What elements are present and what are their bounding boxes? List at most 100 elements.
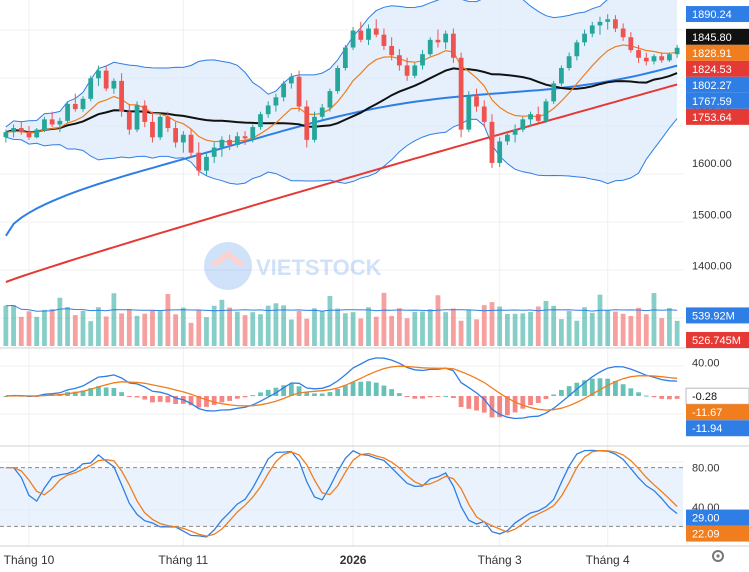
candle-body — [72, 103, 78, 110]
candle — [373, 19, 379, 38]
volume-bar — [18, 316, 24, 346]
candle — [559, 65, 564, 86]
macd-histogram-bar — [381, 385, 387, 396]
candle-body — [242, 136, 248, 139]
macd-histogram-bar — [119, 392, 124, 396]
candle-body — [119, 80, 124, 112]
macd-histogram-bar — [96, 386, 101, 396]
candle-body — [288, 76, 294, 84]
candle — [3, 129, 9, 143]
stochastic-panel — [0, 449, 683, 538]
candle-body — [88, 78, 94, 99]
candle-body — [142, 105, 148, 122]
volume-bar — [466, 309, 472, 346]
volume-bar — [165, 294, 171, 346]
candle — [659, 52, 665, 63]
macd-histogram-bar — [613, 380, 618, 396]
candle — [34, 128, 40, 139]
candle — [103, 65, 109, 92]
macd-histogram-bar — [458, 396, 464, 408]
volume-bar — [620, 313, 626, 346]
macd-signal-line — [5, 365, 678, 411]
volume-bar — [651, 293, 657, 346]
candle-body — [319, 107, 325, 117]
candle-body — [412, 65, 418, 76]
volume-bar — [157, 311, 163, 346]
candle-body — [674, 47, 680, 55]
stochastic-value-badge-bg — [686, 525, 749, 542]
candle — [505, 132, 510, 145]
price-value-badge: 1845.80 — [686, 28, 749, 45]
candle — [512, 124, 518, 143]
candle — [342, 44, 348, 71]
candle-body — [34, 129, 40, 138]
macd-histogram-bar — [288, 383, 294, 396]
candle-body — [335, 68, 341, 92]
volume-bar — [26, 311, 32, 346]
volume-bar — [659, 318, 665, 346]
candle-body — [265, 105, 271, 115]
candle — [296, 70, 302, 112]
macd-histogram-bar — [651, 396, 657, 398]
candle-body — [566, 56, 572, 69]
price-value-badge-text: 1802.27 — [692, 80, 732, 92]
candle — [72, 93, 78, 112]
candle — [273, 93, 279, 112]
macd-histogram-bar — [659, 396, 665, 399]
candle-body — [350, 30, 356, 48]
volume-bar — [49, 308, 55, 346]
candle-body — [628, 37, 634, 51]
volume-bar — [559, 319, 564, 346]
stochastic-value-badge-text: 29.00 — [692, 513, 720, 525]
candle — [566, 52, 572, 71]
volume-bar — [636, 307, 641, 346]
candle — [49, 111, 55, 128]
volume-bar — [481, 305, 487, 346]
price-value-badge-bg — [686, 44, 749, 61]
volume-value-badge-text: 526.745M — [692, 335, 741, 347]
candle-body — [49, 119, 55, 125]
volume-bar — [389, 315, 395, 346]
panel-separators — [0, 347, 749, 547]
macd-value-badge-bg — [686, 404, 749, 421]
watermark-logo-icon — [204, 242, 252, 290]
bollinger-lower-line — [5, 118, 678, 185]
stochastic-value-badge: 22.09 — [686, 525, 749, 542]
volume-ma-line — [5, 304, 678, 312]
volume-bar — [134, 315, 140, 346]
macd-histogram-bar — [628, 388, 634, 396]
volume-bar — [458, 320, 464, 346]
macd-histogram-bar — [396, 393, 402, 396]
candle-body — [180, 134, 186, 143]
x-tick-label: Tháng 10 — [4, 553, 55, 567]
macd-histogram-bar — [427, 396, 433, 398]
candle-body — [327, 91, 333, 108]
macd-histogram-bar — [543, 396, 549, 400]
candle-body — [366, 28, 371, 40]
price-value-badge: 1824.53 — [686, 60, 749, 77]
volume-bar — [126, 308, 132, 346]
macd-histogram-bar — [667, 396, 672, 400]
candle — [150, 111, 155, 143]
settings-icon[interactable] — [712, 550, 724, 562]
candle-body — [42, 119, 47, 130]
volume-bar — [512, 313, 518, 346]
macd-histogram-bar — [520, 396, 526, 409]
volume-bar — [505, 313, 510, 346]
macd-histogram-bar — [435, 396, 441, 397]
volume-bar — [543, 300, 549, 346]
candle-body — [258, 114, 263, 128]
candle — [466, 91, 472, 133]
candle-body — [312, 116, 317, 140]
macd-histogram-bar — [358, 381, 364, 396]
candle — [396, 49, 402, 71]
price-value-badge-text: 1753.64 — [692, 112, 732, 124]
candle-body — [173, 128, 178, 143]
candle-body — [659, 56, 665, 61]
macd-histogram-bar — [157, 396, 163, 402]
macd-histogram-bar — [443, 395, 449, 397]
volume-bar — [142, 313, 148, 346]
candle — [350, 26, 356, 51]
macd-histogram-bar — [258, 392, 263, 396]
macd-histogram-bar — [250, 395, 256, 397]
